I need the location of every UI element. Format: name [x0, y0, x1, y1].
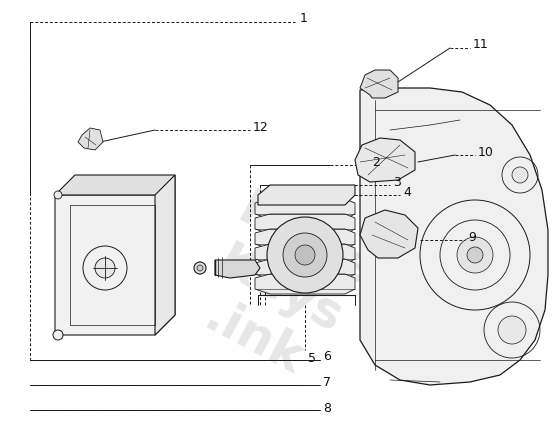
Circle shape — [267, 217, 343, 293]
Polygon shape — [255, 199, 355, 219]
Circle shape — [498, 316, 526, 344]
Circle shape — [467, 247, 483, 263]
Text: 5: 5 — [308, 351, 316, 365]
Circle shape — [53, 330, 63, 340]
Polygon shape — [255, 229, 355, 249]
Circle shape — [95, 258, 115, 278]
Text: 2: 2 — [372, 155, 380, 169]
Text: 9: 9 — [468, 231, 476, 244]
Text: 1: 1 — [300, 12, 308, 24]
Circle shape — [457, 237, 493, 273]
Polygon shape — [215, 260, 260, 278]
Polygon shape — [155, 175, 175, 335]
Text: 11: 11 — [473, 38, 489, 51]
Circle shape — [512, 167, 528, 183]
Circle shape — [194, 262, 206, 274]
Text: 10: 10 — [478, 146, 494, 158]
Polygon shape — [78, 128, 103, 150]
Text: 6: 6 — [323, 351, 331, 363]
Circle shape — [197, 265, 203, 271]
Circle shape — [283, 233, 327, 277]
Polygon shape — [360, 210, 418, 258]
Polygon shape — [258, 185, 355, 205]
Circle shape — [54, 191, 62, 199]
Circle shape — [295, 245, 315, 265]
Polygon shape — [255, 214, 355, 234]
Text: 3: 3 — [393, 175, 401, 188]
Polygon shape — [255, 259, 355, 279]
Polygon shape — [55, 195, 175, 335]
Text: Parts
Keys
.ink: Parts Keys .ink — [178, 185, 382, 395]
Text: 8: 8 — [323, 401, 331, 414]
Text: 12: 12 — [253, 121, 269, 134]
Polygon shape — [355, 138, 415, 182]
Text: 4: 4 — [403, 185, 411, 199]
Polygon shape — [55, 175, 175, 195]
Text: 7: 7 — [323, 375, 331, 389]
Polygon shape — [255, 244, 355, 264]
Polygon shape — [255, 274, 355, 294]
Polygon shape — [360, 70, 398, 98]
Polygon shape — [360, 88, 548, 385]
